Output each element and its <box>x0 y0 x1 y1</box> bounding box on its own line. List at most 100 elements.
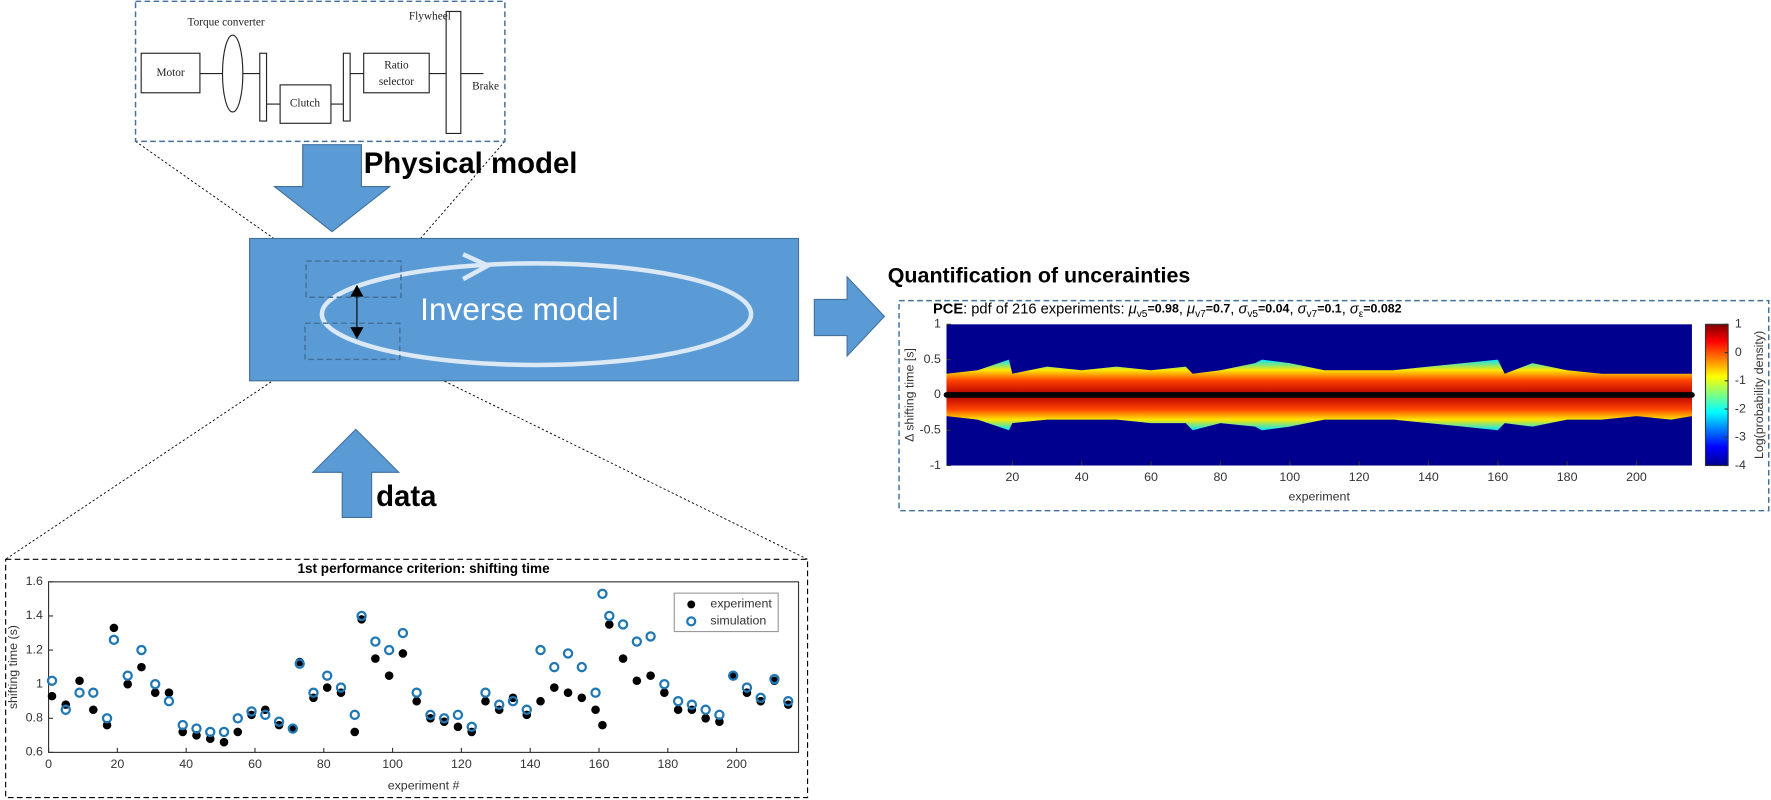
x-tick-label: 60 <box>1144 470 1158 484</box>
colorbar-tick-label: -2 <box>1735 401 1746 415</box>
point <box>604 610 615 622</box>
x-tick-label: 40 <box>1075 470 1089 484</box>
point <box>660 688 669 697</box>
title-part: μ <box>1186 302 1195 318</box>
point <box>618 654 628 663</box>
point <box>535 644 546 656</box>
point <box>591 705 600 715</box>
y-tick-label: -1 <box>930 458 941 472</box>
x-axis-label: experiment # <box>388 779 460 793</box>
x-axis-label: experiment <box>1289 489 1351 503</box>
title-part: σ <box>1238 302 1248 318</box>
point <box>273 716 285 727</box>
point <box>480 687 491 698</box>
arrow-right <box>813 275 886 358</box>
point <box>425 709 436 721</box>
title-part: PCE <box>933 302 963 318</box>
point <box>219 737 229 747</box>
x-tick-label: 100 <box>382 757 403 771</box>
point <box>191 723 202 734</box>
label: Ratio <box>384 59 409 71</box>
point <box>88 687 99 698</box>
loop <box>319 261 754 368</box>
point <box>672 696 684 707</box>
point <box>349 709 360 721</box>
title-part: =0.1 <box>1317 302 1342 316</box>
point <box>411 687 422 698</box>
point <box>232 713 243 724</box>
point <box>646 671 655 680</box>
point <box>101 713 113 724</box>
label: selector <box>379 76 414 88</box>
y-axis-label: Δ shifting time [s] <box>903 348 917 442</box>
plot-area <box>48 581 800 753</box>
x-tick-label: 80 <box>317 757 331 771</box>
point <box>288 724 298 733</box>
x-tick-label: 120 <box>1349 470 1370 484</box>
point <box>233 727 243 737</box>
title-part: =0.98 <box>1147 302 1178 316</box>
point <box>597 588 608 599</box>
title-part: σ <box>1298 302 1308 318</box>
point <box>294 658 305 669</box>
point <box>287 723 299 734</box>
y-tick-label: 0 <box>934 387 941 401</box>
point <box>453 722 463 732</box>
y-tick-label: -0.5 <box>919 422 940 436</box>
point <box>308 687 319 698</box>
title-part: =0.7 <box>1206 302 1231 316</box>
point <box>617 619 629 630</box>
frame <box>898 299 1770 512</box>
y-axis-label: shifting time (s) <box>6 625 20 709</box>
label: Clutch <box>290 98 320 110</box>
y-tick-label: 0.6 <box>26 745 43 759</box>
point <box>335 682 347 693</box>
point <box>46 675 58 686</box>
point <box>452 709 464 721</box>
point <box>673 705 683 715</box>
y-tick-label: 0.8 <box>26 711 43 725</box>
point <box>322 670 333 681</box>
x-tick-label: 20 <box>110 757 124 771</box>
point <box>398 649 408 658</box>
point <box>645 631 656 642</box>
point <box>521 704 532 715</box>
point <box>150 678 161 690</box>
point <box>47 691 57 701</box>
x-tick-label: 40 <box>179 757 193 771</box>
point <box>549 661 560 673</box>
arrow-up <box>311 428 401 519</box>
point <box>686 699 698 710</box>
title-part: v5 <box>1137 309 1148 320</box>
point <box>205 726 216 738</box>
y-tick-label: 1.4 <box>26 608 43 622</box>
y-tick-label: 1 <box>36 676 43 690</box>
point <box>74 687 85 698</box>
label: data <box>376 480 437 513</box>
point <box>466 721 477 733</box>
legend-label: experiment <box>710 597 772 611</box>
x-tick-label: 100 <box>1279 470 1300 484</box>
x-tick-label: 160 <box>1487 470 1508 484</box>
point <box>769 673 780 685</box>
point <box>494 699 505 710</box>
x-tick-label: 20 <box>1005 470 1019 484</box>
point <box>755 692 766 704</box>
frame <box>5 558 809 799</box>
colorbar-tick-label: 1 <box>1735 317 1742 331</box>
point <box>136 644 147 656</box>
x-tick-label: 180 <box>1557 470 1578 484</box>
point <box>75 676 84 686</box>
colorbar-tick-label: -3 <box>1735 430 1746 444</box>
point <box>177 719 188 731</box>
point <box>700 704 711 715</box>
point <box>164 688 174 697</box>
x-tick-label: 160 <box>589 757 610 771</box>
point <box>218 726 230 738</box>
y-tick-label: 1.6 <box>26 574 43 588</box>
point <box>384 671 394 680</box>
point <box>632 676 642 686</box>
chart-title: 1st performance criterion: shifting time <box>297 561 550 576</box>
x-tick-label: 60 <box>248 757 262 771</box>
